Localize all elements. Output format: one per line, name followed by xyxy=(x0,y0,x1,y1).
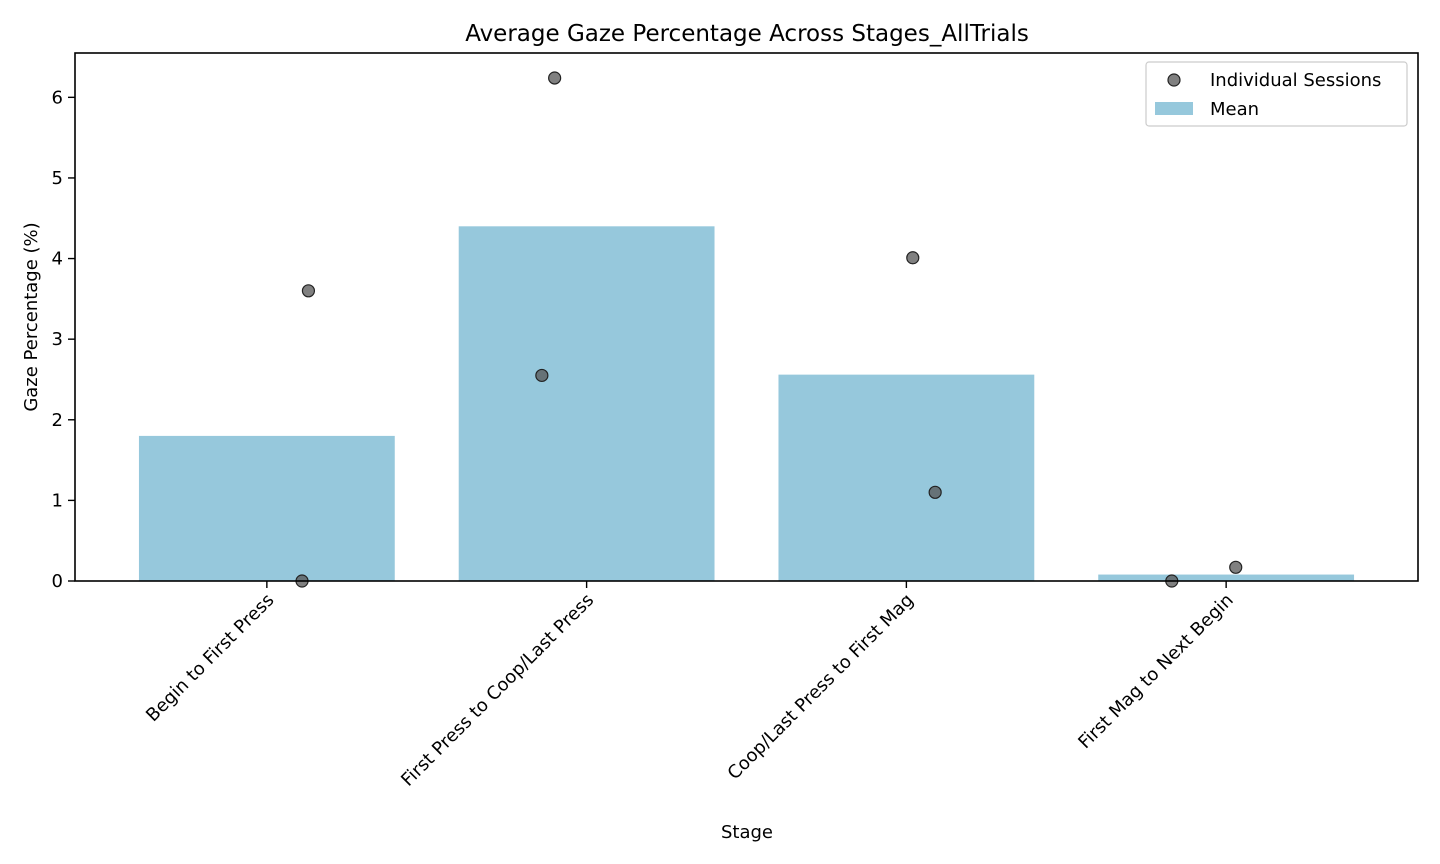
legend-swatch-mean xyxy=(1155,102,1193,115)
y-tick-label-5: 5 xyxy=(52,168,63,189)
legend: Individual Sessions Mean xyxy=(1145,61,1408,127)
bar-mean-3 xyxy=(1098,574,1355,581)
y-tick-label-6: 6 xyxy=(52,87,63,108)
point-session-5 xyxy=(928,485,942,499)
x-tick-label-0: Begin to First Press xyxy=(142,590,278,726)
y-axis-label: Gaze Percentage (%) xyxy=(21,222,42,411)
plot-frame xyxy=(74,52,1419,582)
y-tick-label-3: 3 xyxy=(52,329,63,350)
y-axis-ticks: 0 1 2 3 4 5 6 xyxy=(52,87,75,592)
point-session-0 xyxy=(301,284,316,298)
x-axis-ticks: Begin to First Press First Press to Coop/… xyxy=(142,581,1238,791)
bar-mean-0 xyxy=(138,435,395,581)
point-session-4 xyxy=(906,251,920,265)
legend-label-mean: Mean xyxy=(1210,99,1259,120)
legend-label-sessions: Individual Sessions xyxy=(1210,70,1381,91)
y-tick-label-2: 2 xyxy=(52,410,63,431)
y-tick-label-4: 4 xyxy=(52,249,63,270)
x-tick-label-3: First Mag to Next Begin xyxy=(1074,590,1237,753)
x-tick-label-2: Coop/Last Press to First Mag xyxy=(724,590,918,784)
bar-mean-2 xyxy=(778,374,1035,581)
point-session-2 xyxy=(548,71,562,85)
point-session-7 xyxy=(1229,560,1243,574)
point-session-3 xyxy=(535,368,549,383)
y-tick-label-0: 0 xyxy=(52,571,63,592)
bar-mean-1 xyxy=(458,226,715,581)
chart-title: Average Gaze Percentage Across Stages_Al… xyxy=(465,21,1029,47)
points-layer xyxy=(295,71,1243,588)
legend-marker-sessions xyxy=(1167,73,1181,87)
x-axis-label: Stage xyxy=(721,822,773,843)
y-tick-label-1: 1 xyxy=(52,490,63,511)
bars-layer xyxy=(138,226,1355,581)
legend-frame xyxy=(1145,61,1408,127)
x-tick-label-1: First Press to Coop/Last Press xyxy=(397,590,598,791)
